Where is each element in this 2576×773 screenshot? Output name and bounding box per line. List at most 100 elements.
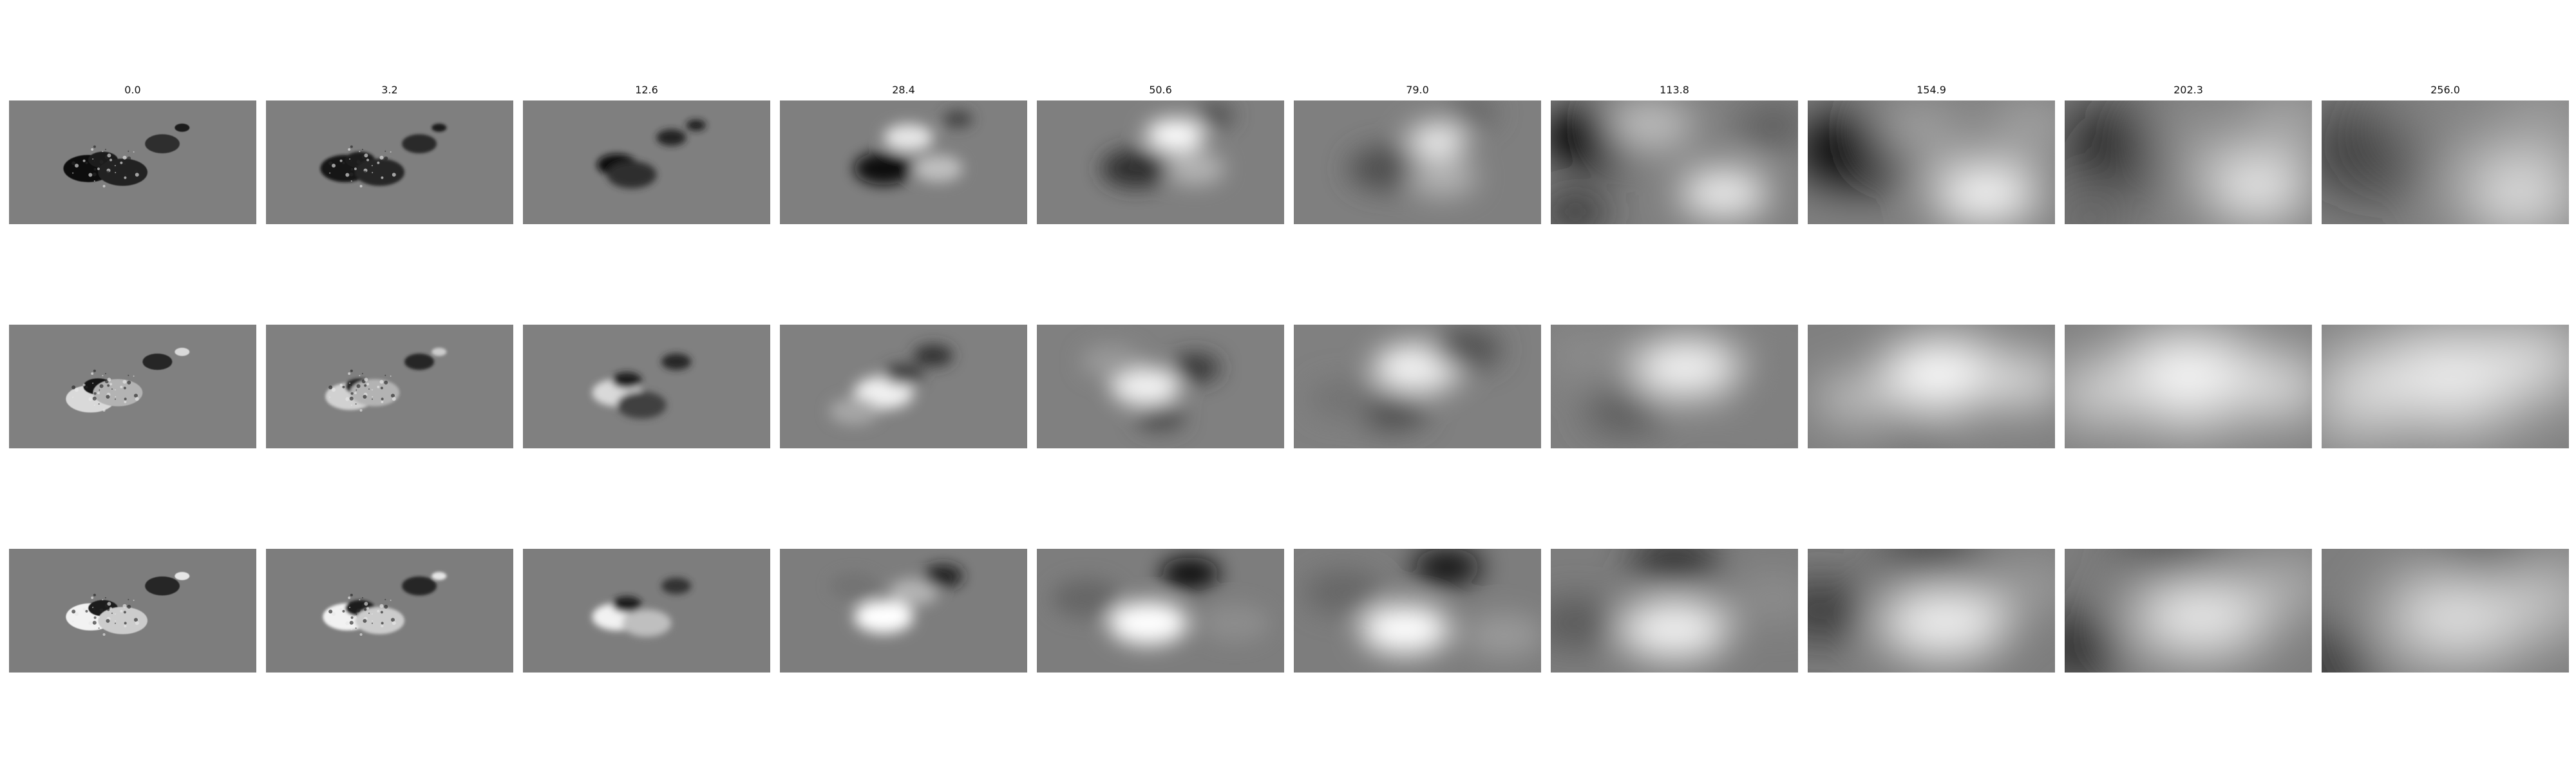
detail-speck-25	[340, 160, 343, 162]
intensity-blob-4	[431, 124, 446, 132]
intensity-blob-2	[1721, 365, 1798, 408]
detail-speck-9	[329, 173, 330, 174]
detail-speck-24	[115, 399, 116, 400]
detail-speck-19	[360, 185, 363, 187]
intensity-blob-2	[350, 379, 400, 406]
intensity-blob-2	[913, 345, 952, 367]
detail-speck-27	[94, 629, 95, 630]
intensity-blob-1	[884, 124, 933, 151]
detail-speck-4	[342, 610, 345, 613]
intensity-blob-3	[1200, 604, 1269, 642]
detail-speck-13	[120, 162, 122, 164]
detail-speck-27	[94, 180, 95, 182]
detail-speck-25	[340, 608, 343, 611]
intensity-blob-1	[1605, 100, 1694, 149]
detail-speck-29	[392, 621, 396, 625]
detail-speck-32	[363, 395, 366, 399]
detail-speck-21	[115, 613, 116, 615]
column-title-3: 28.4	[780, 84, 1027, 97]
intensity-blob-2	[355, 607, 404, 634]
detail-speck-18	[384, 375, 386, 376]
detail-speck-26	[384, 605, 388, 609]
detail-speck-36	[105, 597, 106, 598]
row-2-panel-0	[9, 325, 256, 448]
intensity-blob-1	[612, 596, 641, 613]
detail-speck-4	[342, 162, 345, 164]
detail-speck-24	[115, 623, 116, 624]
detail-speck-30	[99, 390, 100, 391]
detail-speck-24	[372, 623, 373, 624]
intensity-blob-2	[355, 158, 404, 186]
detail-speck-15	[102, 151, 103, 152]
intensity-blob-1	[607, 161, 657, 188]
detail-speck-23	[107, 602, 111, 606]
detail-speck-36	[362, 373, 363, 374]
row-2-panel-6	[1551, 325, 1798, 448]
detail-speck-18	[128, 375, 129, 376]
row-3-panel-9	[2322, 549, 2569, 673]
detail-speck-20	[357, 608, 361, 612]
detail-speck-3	[372, 396, 373, 397]
intensity-blob-1	[612, 372, 641, 388]
intensity-blob-3	[1195, 104, 1235, 126]
intensity-blob-2	[923, 565, 963, 587]
detail-speck-29	[135, 173, 139, 177]
intensity-blob-3	[829, 572, 879, 599]
detail-speck-10	[364, 609, 366, 611]
detail-speck-32	[106, 619, 109, 623]
detail-speck-30	[355, 390, 357, 391]
row-3-panel-7	[1808, 549, 2055, 673]
detail-speck-25	[83, 384, 86, 386]
detail-speck-24	[115, 175, 116, 176]
row-1-panel-1	[266, 100, 513, 224]
row-1-panel-0	[9, 100, 256, 224]
detail-speck-22	[94, 168, 97, 171]
detail-speck-25	[83, 608, 86, 611]
intensity-blob-1	[1875, 107, 1964, 156]
detail-speck-3	[372, 172, 373, 173]
column-title-6: 113.8	[1551, 84, 1798, 97]
detail-speck-5	[380, 604, 384, 608]
intensity-blob-2	[1170, 354, 1220, 381]
detail-speck-35	[345, 173, 349, 177]
intensity-blob-1	[1586, 390, 1665, 434]
detail-speck-3	[372, 620, 373, 622]
detail-speck-21	[372, 613, 373, 615]
row-1-panel-6	[1551, 100, 1798, 224]
intensity-blob-0	[1101, 149, 1171, 187]
intensity-blob-2	[1408, 158, 1477, 196]
detail-speck-16	[381, 622, 384, 624]
intensity-blob-1	[1813, 374, 1902, 423]
detail-speck-14	[93, 173, 97, 177]
detail-speck-6	[355, 179, 357, 180]
detail-speck-0	[368, 164, 370, 166]
row-3-panel-8	[2065, 549, 2312, 673]
detail-speck-33	[349, 607, 350, 608]
intensity-blob-3	[1464, 614, 1541, 658]
intensity-blob-1	[1408, 124, 1467, 157]
detail-speck-28	[350, 370, 353, 372]
detail-speck-9	[72, 621, 73, 622]
detail-speck-33	[349, 158, 350, 160]
detail-speck-4	[85, 386, 88, 388]
detail-speck-23	[364, 602, 368, 606]
detail-speck-23	[364, 377, 368, 381]
detail-speck-27	[351, 180, 352, 182]
intensity-blob-2	[98, 158, 147, 186]
detail-speck-12	[351, 160, 352, 162]
detail-speck-31	[366, 383, 369, 385]
detail-speck-31	[109, 607, 112, 609]
detail-speck-32	[106, 395, 109, 399]
detail-speck-1	[97, 616, 100, 618]
row-3-panel-3	[780, 549, 1027, 673]
detail-speck-1	[354, 616, 357, 618]
row-2-panel-3	[780, 325, 1027, 448]
intensity-blob-1	[2144, 113, 2233, 162]
detail-speck-19	[103, 409, 106, 412]
detail-speck-4	[342, 386, 345, 388]
intensity-blob-3	[145, 134, 180, 153]
detail-speck-17	[332, 164, 336, 167]
row-2-panel-8	[2065, 325, 2312, 448]
detail-speck-26	[384, 381, 388, 385]
intensity-blob-3	[1551, 334, 1627, 377]
